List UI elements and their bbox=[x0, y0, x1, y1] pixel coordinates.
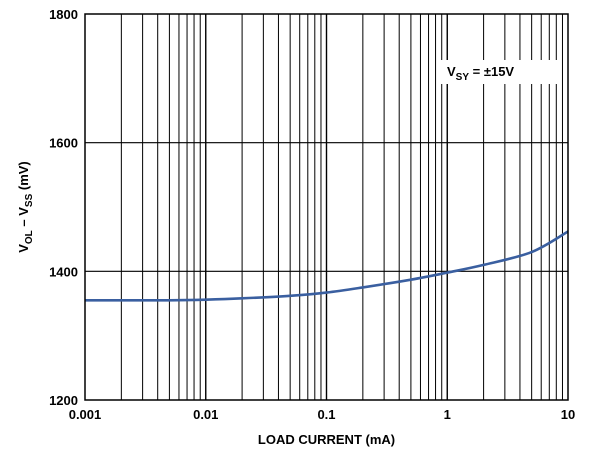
y-axis-title-unit: (mV) bbox=[16, 161, 31, 194]
annotation-background bbox=[441, 60, 559, 84]
annotation-v: V bbox=[447, 64, 456, 79]
y-axis-title: VOL – VSS (mV) bbox=[16, 161, 35, 253]
x-tick-label: 0.001 bbox=[69, 407, 102, 422]
series-layer bbox=[85, 230, 569, 302]
y-axis-title-mid: – V bbox=[16, 207, 31, 230]
y-tick-label: 1600 bbox=[49, 136, 78, 151]
plot-frame bbox=[84, 13, 569, 401]
y-axis-title-v: V bbox=[16, 244, 31, 253]
annotation: VSY = ±15V bbox=[441, 60, 559, 84]
annotation-text: VSY = ±15V bbox=[447, 64, 514, 83]
annotation-sub: SY bbox=[456, 72, 470, 83]
series-line bbox=[85, 230, 569, 302]
x-tick-label: 0.1 bbox=[317, 407, 335, 422]
y-tick-label: 1400 bbox=[49, 264, 78, 279]
y-tick-label: 1200 bbox=[49, 393, 78, 408]
x-tick-label: 1 bbox=[444, 407, 451, 422]
annotation-rest: = ±15V bbox=[469, 64, 514, 79]
x-tick-label: 10 bbox=[561, 407, 575, 422]
grid bbox=[85, 14, 568, 400]
x-tick-label: 0.01 bbox=[193, 407, 218, 422]
tick-labels: 0.001 0.01 0.1 1 10 1200 1400 1600 1800 bbox=[49, 7, 575, 422]
y-tick-label: 1800 bbox=[49, 7, 78, 22]
y-axis-title-sub2: SS bbox=[24, 193, 35, 207]
x-axis-title: LOAD CURRENT (mA) bbox=[258, 432, 395, 447]
y-axis-title-sub1: OL bbox=[24, 230, 35, 244]
